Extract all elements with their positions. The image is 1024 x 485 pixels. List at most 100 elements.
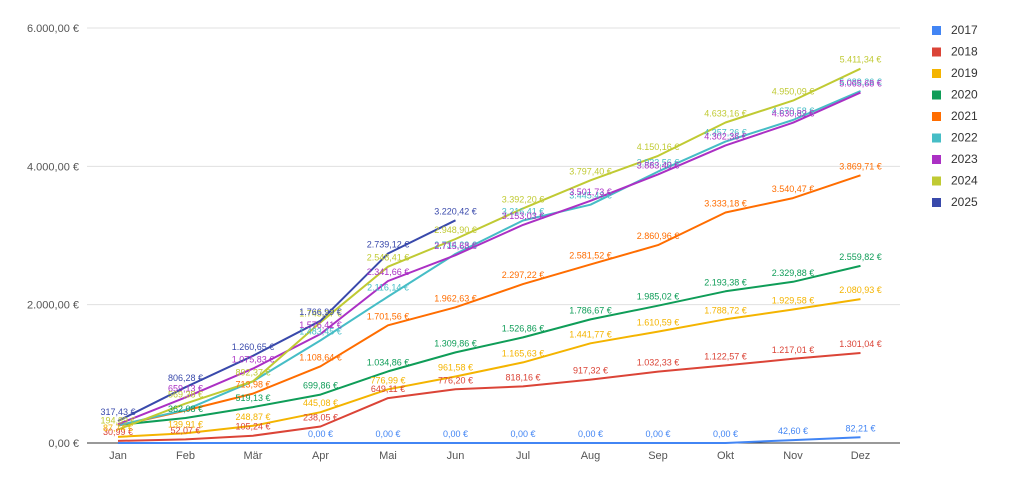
data-label: 2.080,93 € [839, 285, 882, 295]
data-label: 2.948,90 € [434, 225, 477, 235]
data-label: 2.715,68 € [434, 241, 477, 251]
data-label: 1.985,02 € [637, 292, 680, 302]
data-label: 105,24 € [235, 422, 270, 432]
data-label: 5.411,34 € [840, 55, 882, 65]
data-label: 4.633,16 € [704, 109, 747, 119]
data-label: 2.559,82 € [839, 252, 882, 262]
series-line-2020 [117, 264, 861, 426]
data-label: 4.630,82 € [772, 109, 815, 119]
data-label: 3.869,71 € [839, 161, 882, 171]
data-label: 445,08 € [303, 398, 338, 408]
data-label: 248,87 € [235, 412, 270, 422]
data-label: 4.150,16 € [637, 142, 680, 152]
x-tick-label: Feb [176, 450, 195, 462]
data-label: 194,89 € [100, 416, 135, 426]
x-tick-label: Mär [244, 450, 263, 462]
data-label: 1.441,77 € [569, 329, 612, 339]
y-tick-label: 0,00 € [48, 438, 79, 450]
x-tick-label: Nov [783, 450, 803, 462]
data-label: 0,00 € [375, 429, 400, 439]
data-label: 0,00 € [713, 429, 738, 439]
data-label: 3.445,43 € [569, 191, 612, 201]
series-line-2018 [117, 352, 861, 442]
data-label: 139,91 € [168, 419, 203, 429]
series-line-2025 [117, 219, 456, 422]
data-label: 917,32 € [573, 366, 608, 376]
legend-label: 2021 [951, 109, 978, 123]
data-label: 1.610,59 € [637, 318, 680, 328]
data-label: 3.333,18 € [704, 198, 747, 208]
series-line-2024 [117, 67, 861, 431]
data-label: 1.701,56 € [367, 311, 410, 321]
x-tick-label: Apr [312, 450, 329, 462]
series-line-2019 [117, 298, 861, 438]
data-label: 1.786,67 € [569, 305, 612, 315]
legend-label: 2022 [951, 131, 978, 145]
data-label: 1.766,99 € [299, 307, 342, 317]
data-label: 3.501,73 € [569, 187, 612, 197]
data-label: 519,13 € [235, 393, 270, 403]
series-line-2023 [117, 91, 861, 426]
data-label: 1.962,63 € [434, 293, 477, 303]
data-label: 3.216,41 € [502, 207, 545, 217]
legend-label: 2020 [951, 88, 978, 102]
data-label: 1.260,65 € [232, 342, 275, 352]
legend-swatch [932, 90, 941, 100]
x-tick-label: Jun [447, 450, 465, 462]
data-label: 2.297,22 € [502, 270, 545, 280]
data-label: 52,07 € [170, 425, 200, 435]
data-label: 1.075,83 € [232, 355, 275, 365]
legend-label: 2025 [951, 195, 978, 209]
data-label: 0,00 € [578, 429, 603, 439]
data-label: 818,16 € [505, 372, 540, 382]
data-label: 1.745,37 € [299, 308, 342, 318]
data-label: 3.540,47 € [772, 184, 815, 194]
legend-swatch [932, 47, 941, 57]
data-label: 1.122,57 € [704, 351, 747, 361]
legend-swatch [932, 112, 941, 121]
data-label: 659,13 € [168, 383, 203, 393]
data-label: 776,99 € [370, 375, 405, 385]
legend-label: 2018 [951, 45, 978, 59]
legend-swatch [932, 133, 941, 143]
legend-swatch [932, 69, 941, 78]
data-label: 4.302,36 € [704, 131, 747, 141]
data-label: 87,74 € [103, 423, 133, 433]
data-label: 892,37 € [235, 367, 270, 377]
y-tick-label: 4.000,00 € [27, 161, 79, 173]
legend-swatch [932, 198, 941, 207]
data-label: 569,38 € [168, 390, 203, 400]
legend-label: 2024 [951, 174, 978, 188]
data-label: 42,60 € [778, 426, 808, 436]
data-label: 362,08 € [168, 404, 203, 414]
series-line-2022 [117, 90, 861, 427]
legend-label: 2023 [951, 152, 978, 166]
data-label: 1.309,86 € [434, 338, 477, 348]
data-label: 0,00 € [645, 429, 670, 439]
data-label: 1.483,45 € [299, 326, 342, 336]
data-label: 4.670,58 € [772, 106, 815, 116]
data-label: 2.581,52 € [569, 250, 612, 260]
data-label: 2.548,41 € [367, 253, 410, 263]
data-label: 3.923,56 € [637, 158, 680, 168]
data-label: 0,00 € [308, 429, 333, 439]
data-label: 1.301,04 € [839, 339, 882, 349]
x-tick-label: Mai [379, 450, 397, 462]
legend-swatch [932, 176, 941, 186]
data-label: 1.032,33 € [637, 358, 680, 368]
series-line-2017 [118, 436, 861, 444]
data-label: 2.341,66 € [367, 267, 410, 277]
data-label: 713,98 € [235, 380, 270, 390]
data-label: 806,28 € [168, 373, 203, 383]
data-label: 649,11 € [371, 384, 405, 394]
legend-label: 2017 [951, 23, 978, 37]
x-tick-label: Jul [516, 450, 530, 462]
data-label: 3.797,40 € [569, 166, 612, 176]
data-label: 2.739,12 € [367, 240, 410, 250]
data-label: 1.788,72 € [704, 305, 747, 315]
data-label: 4.950,09 € [772, 87, 815, 97]
data-label: 238,05 € [303, 413, 338, 423]
data-label: 1.165,63 € [502, 348, 545, 358]
